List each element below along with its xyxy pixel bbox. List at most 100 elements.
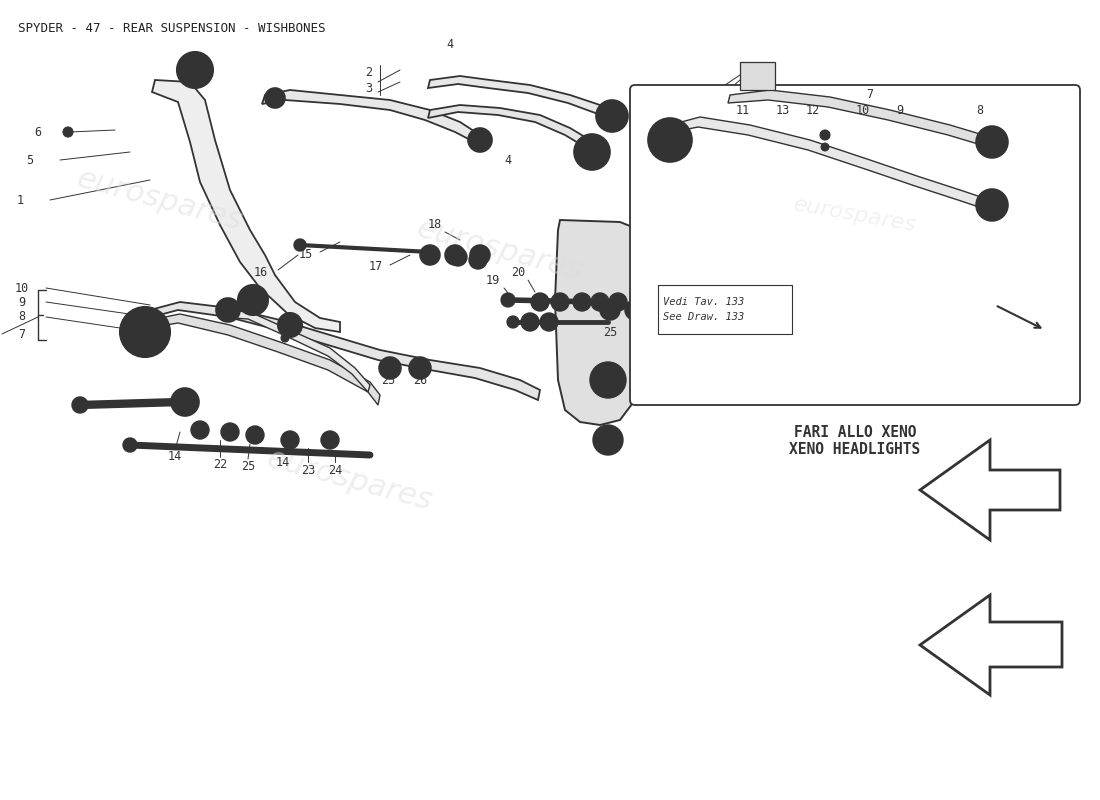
Polygon shape: [428, 105, 600, 160]
Polygon shape: [668, 117, 990, 210]
Circle shape: [556, 298, 564, 306]
Circle shape: [446, 245, 465, 265]
Text: 3: 3: [365, 82, 372, 94]
Circle shape: [536, 298, 544, 306]
Polygon shape: [148, 314, 380, 405]
Text: 14: 14: [276, 455, 290, 469]
Circle shape: [587, 147, 597, 157]
Circle shape: [593, 425, 623, 455]
Circle shape: [420, 245, 440, 265]
Text: eurospares: eurospares: [414, 214, 586, 286]
Text: 25: 25: [603, 326, 617, 338]
Text: 16: 16: [254, 266, 268, 278]
Circle shape: [179, 396, 191, 408]
Circle shape: [238, 285, 268, 315]
Circle shape: [573, 293, 591, 311]
Circle shape: [658, 128, 682, 152]
Circle shape: [409, 357, 431, 379]
Text: 25: 25: [381, 374, 395, 386]
Text: 20: 20: [638, 266, 652, 278]
Circle shape: [280, 323, 290, 333]
Polygon shape: [428, 76, 611, 122]
Text: 2: 2: [365, 66, 372, 78]
Bar: [740, 62, 776, 90]
Circle shape: [223, 305, 233, 315]
Circle shape: [666, 135, 675, 145]
Text: 18: 18: [428, 218, 442, 231]
Text: 1: 1: [16, 194, 23, 206]
Text: 4: 4: [505, 154, 512, 166]
Circle shape: [820, 130, 830, 140]
Text: See Draw. 133: See Draw. 133: [663, 312, 745, 322]
Text: 11: 11: [736, 103, 750, 117]
FancyBboxPatch shape: [658, 285, 792, 334]
Text: 7: 7: [19, 327, 25, 341]
Text: eurospares: eurospares: [264, 444, 436, 516]
Circle shape: [984, 135, 999, 149]
Polygon shape: [556, 220, 650, 425]
Polygon shape: [152, 80, 340, 332]
Text: 9: 9: [896, 103, 903, 117]
Circle shape: [531, 293, 549, 311]
Text: 6: 6: [34, 126, 42, 138]
Text: 12: 12: [806, 103, 821, 117]
Text: 9: 9: [19, 295, 25, 309]
Circle shape: [648, 118, 692, 162]
FancyBboxPatch shape: [630, 85, 1080, 405]
Circle shape: [650, 300, 670, 320]
Circle shape: [454, 253, 462, 261]
Circle shape: [63, 127, 73, 137]
Circle shape: [139, 326, 151, 338]
Circle shape: [191, 421, 209, 439]
Text: SPYDER - 47 - REAR SUSPENSION - WISHBONES: SPYDER - 47 - REAR SUSPENSION - WISHBONE…: [18, 22, 326, 35]
Circle shape: [604, 108, 620, 124]
Circle shape: [379, 357, 401, 379]
Text: 26: 26: [412, 374, 427, 386]
Circle shape: [280, 431, 299, 449]
Text: 14: 14: [168, 450, 183, 463]
Circle shape: [123, 438, 138, 452]
Text: 20: 20: [510, 266, 525, 278]
Circle shape: [280, 334, 289, 342]
Circle shape: [631, 306, 639, 314]
Polygon shape: [148, 302, 540, 400]
Circle shape: [582, 142, 602, 162]
Polygon shape: [920, 595, 1062, 695]
Circle shape: [591, 293, 609, 311]
Circle shape: [426, 251, 434, 259]
Text: 22: 22: [213, 458, 227, 471]
Text: 23: 23: [301, 463, 315, 477]
Circle shape: [415, 363, 425, 373]
Circle shape: [449, 248, 468, 266]
Text: 15: 15: [299, 247, 314, 261]
Circle shape: [474, 256, 482, 264]
Text: 5: 5: [26, 154, 34, 166]
Circle shape: [976, 189, 1008, 221]
Circle shape: [596, 100, 628, 132]
Circle shape: [821, 143, 829, 151]
Circle shape: [326, 436, 334, 444]
Circle shape: [385, 363, 395, 373]
Circle shape: [265, 88, 285, 108]
Circle shape: [285, 320, 295, 330]
Circle shape: [278, 313, 303, 337]
Circle shape: [625, 300, 645, 320]
Circle shape: [600, 300, 620, 320]
Text: 4: 4: [447, 38, 453, 51]
Circle shape: [578, 298, 586, 306]
Circle shape: [590, 362, 626, 398]
Text: 7: 7: [867, 87, 873, 101]
Circle shape: [196, 426, 204, 434]
Circle shape: [246, 293, 260, 307]
Text: 10: 10: [15, 282, 29, 294]
Text: 21: 21: [661, 314, 675, 326]
Circle shape: [500, 293, 515, 307]
Polygon shape: [262, 90, 480, 145]
Text: 26: 26: [631, 326, 645, 338]
Text: eurospares: eurospares: [74, 164, 246, 236]
Text: 17: 17: [368, 261, 383, 274]
Polygon shape: [218, 310, 370, 392]
Circle shape: [574, 134, 611, 170]
Circle shape: [468, 128, 492, 152]
Text: FARI ALLO XENO
XENO HEADLIGHTS: FARI ALLO XENO XENO HEADLIGHTS: [790, 425, 921, 458]
